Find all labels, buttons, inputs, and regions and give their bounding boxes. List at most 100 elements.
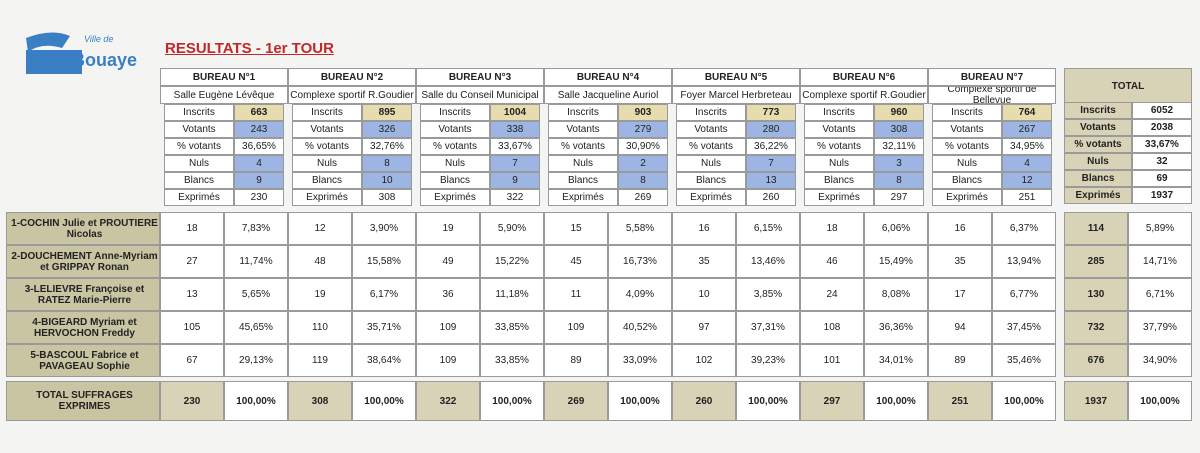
stat-value: 230: [234, 189, 284, 206]
stat-value: 308: [874, 121, 924, 138]
stat-label: Nuls: [420, 155, 490, 172]
percent: 11,74%: [224, 245, 288, 278]
votes: 105: [160, 311, 224, 344]
stat-value: 10: [362, 172, 412, 189]
total-stat-label: Inscrits: [1064, 102, 1132, 119]
votes: 94: [928, 311, 992, 344]
percent: 39,23%: [736, 344, 800, 377]
logo-shape: [26, 32, 70, 52]
stat-value: 764: [1002, 104, 1052, 121]
bureau-place: Salle du Conseil Municipal: [416, 86, 544, 104]
stat-value: 279: [618, 121, 668, 138]
stat-value: 338: [490, 121, 540, 138]
stat-value: 9: [490, 172, 540, 189]
stat-value: 4: [234, 155, 284, 172]
stat-label: Inscrits: [548, 104, 618, 121]
percent: 100,00%: [992, 381, 1056, 421]
total-label: TOTAL SUFFRAGES EXPRIMES: [6, 381, 160, 421]
votes: 16: [928, 212, 992, 245]
stat-label: Votants: [932, 121, 1002, 138]
votes: 67: [160, 344, 224, 377]
votes: 308: [288, 381, 352, 421]
percent: 5,90%: [480, 212, 544, 245]
votes: 27: [160, 245, 224, 278]
votes: 35: [672, 245, 736, 278]
percent: 100,00%: [480, 381, 544, 421]
percent: 37,79%: [1128, 311, 1192, 344]
stat-value: 36,22%: [746, 138, 796, 155]
percent: 4,09%: [608, 278, 672, 311]
votes: 114: [1064, 212, 1128, 245]
stat-value: 243: [234, 121, 284, 138]
stat-label: Votants: [548, 121, 618, 138]
stat-value: 322: [490, 189, 540, 206]
percent: 100,00%: [1128, 381, 1192, 421]
percent: 33,09%: [608, 344, 672, 377]
stat-value: 12: [1002, 172, 1052, 189]
percent: 34,01%: [864, 344, 928, 377]
candidate-name: 3-LELIEVRE Françoise et RATEZ Marie-Pier…: [6, 278, 160, 311]
votes: 18: [160, 212, 224, 245]
stat-label: Nuls: [548, 155, 618, 172]
votes: 97: [672, 311, 736, 344]
votes: 89: [544, 344, 608, 377]
votes: 13: [160, 278, 224, 311]
stat-label: % votants: [932, 138, 1002, 155]
stat-value: 260: [746, 189, 796, 206]
stat-label: Nuls: [932, 155, 1002, 172]
bureau-place: Salle Eugène Lévêque: [160, 86, 288, 104]
stat-label: Votants: [292, 121, 362, 138]
candidate-name: 4-BIGEARD Myriam et HERVOCHON Freddy: [6, 311, 160, 344]
total-stat-label: % votants: [1064, 136, 1132, 153]
stat-value: 8: [362, 155, 412, 172]
stat-label: Votants: [164, 121, 234, 138]
percent: 11,18%: [480, 278, 544, 311]
stat-value: 1004: [490, 104, 540, 121]
votes: 101: [800, 344, 864, 377]
percent: 37,45%: [992, 311, 1056, 344]
votes: 48: [288, 245, 352, 278]
votes: 35: [928, 245, 992, 278]
votes: 732: [1064, 311, 1128, 344]
bureau-name: BUREAU N°5: [672, 68, 800, 86]
votes: 18: [800, 212, 864, 245]
stat-value: 9: [234, 172, 284, 189]
percent: 100,00%: [608, 381, 672, 421]
stat-value: 895: [362, 104, 412, 121]
total-stat-value: 69: [1132, 170, 1192, 187]
votes: 46: [800, 245, 864, 278]
percent: 5,58%: [608, 212, 672, 245]
stat-value: 308: [362, 189, 412, 206]
votes: 297: [800, 381, 864, 421]
bureau-name: BUREAU N°7: [928, 68, 1056, 86]
percent: 3,90%: [352, 212, 416, 245]
votes: 19: [416, 212, 480, 245]
stat-value: 251: [1002, 189, 1052, 206]
stat-value: 903: [618, 104, 668, 121]
percent: 13,94%: [992, 245, 1056, 278]
stat-label: Blancs: [292, 172, 362, 189]
stat-value: 297: [874, 189, 924, 206]
votes: 10: [672, 278, 736, 311]
percent: 36,36%: [864, 311, 928, 344]
bureau-place: Complexe sportif R.Goudier: [288, 86, 416, 104]
stat-label: Blancs: [164, 172, 234, 189]
stat-value: 4: [1002, 155, 1052, 172]
stat-label: Blancs: [932, 172, 1002, 189]
stat-value: 267: [1002, 121, 1052, 138]
percent: 45,65%: [224, 311, 288, 344]
percent: 100,00%: [352, 381, 416, 421]
percent: 15,58%: [352, 245, 416, 278]
votes: 19: [288, 278, 352, 311]
stat-label: Exprimés: [164, 189, 234, 206]
stat-label: Blancs: [804, 172, 874, 189]
stat-value: 33,67%: [490, 138, 540, 155]
percent: 34,90%: [1128, 344, 1192, 377]
votes: 36: [416, 278, 480, 311]
votes: 230: [160, 381, 224, 421]
stat-value: 280: [746, 121, 796, 138]
percent: 35,46%: [992, 344, 1056, 377]
stat-value: 32,11%: [874, 138, 924, 155]
percent: 14,71%: [1128, 245, 1192, 278]
